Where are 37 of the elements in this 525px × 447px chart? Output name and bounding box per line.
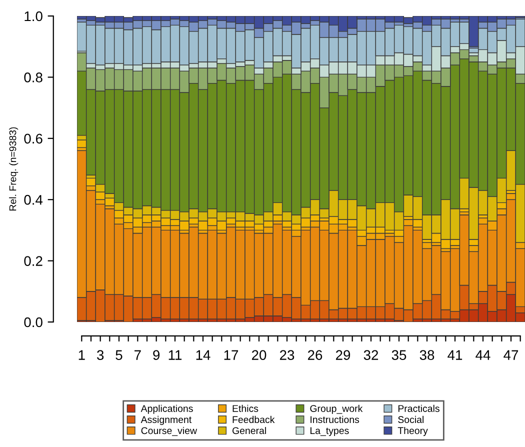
x-tick-label: 14	[196, 350, 210, 360]
x-tick-label: 20	[252, 350, 266, 360]
legend-label: Instructions	[310, 416, 360, 424]
x-tick-label: 3	[97, 350, 104, 360]
x-tick-label: 1	[78, 350, 85, 360]
x-tick-label: 29	[336, 350, 350, 360]
x-tick-label: 47	[504, 350, 518, 360]
legend-label: Social	[398, 416, 424, 424]
y-tick-label: 0.4	[24, 194, 43, 205]
x-tick-label: 9	[153, 350, 160, 360]
legend-label: Assignment	[140, 416, 192, 425]
legend-label: General	[232, 426, 266, 434]
legend-label: La_types	[310, 427, 349, 436]
x-tick-label: 32	[364, 350, 378, 360]
x-tick-label: 7	[134, 350, 141, 360]
y-tick-label: 0.6	[24, 134, 42, 144]
y-tick-label: 1.0	[24, 11, 42, 22]
x-tick-label: 41	[448, 350, 462, 360]
legend-label: Practicals	[398, 404, 440, 412]
x-tick-label: 35	[392, 350, 406, 360]
legend-label: Ethics	[232, 404, 258, 412]
x-tick-label: 26	[308, 350, 322, 360]
legend-label: Course_view	[141, 426, 198, 436]
x-tick-label: 44	[476, 350, 490, 360]
x-tick-label: 23	[280, 350, 294, 360]
y-tick-label: 0.2	[24, 256, 42, 266]
y-tick-label: 0.8	[24, 72, 42, 82]
x-tick-label: 17	[224, 350, 238, 360]
y-axis-title: Rel. Freq. (n=9383)	[9, 127, 18, 210]
x-tick-label: 11	[168, 350, 182, 360]
legend-label: Feedback	[232, 416, 275, 424]
legend-label: Theory	[398, 426, 428, 436]
x-tick-label: 5	[116, 350, 122, 360]
legend-label: Applications	[140, 404, 193, 414]
y-tick-label: 0.0	[24, 317, 42, 328]
legend-label: Group_work	[310, 404, 363, 414]
x-tick-label: 38	[420, 350, 434, 360]
